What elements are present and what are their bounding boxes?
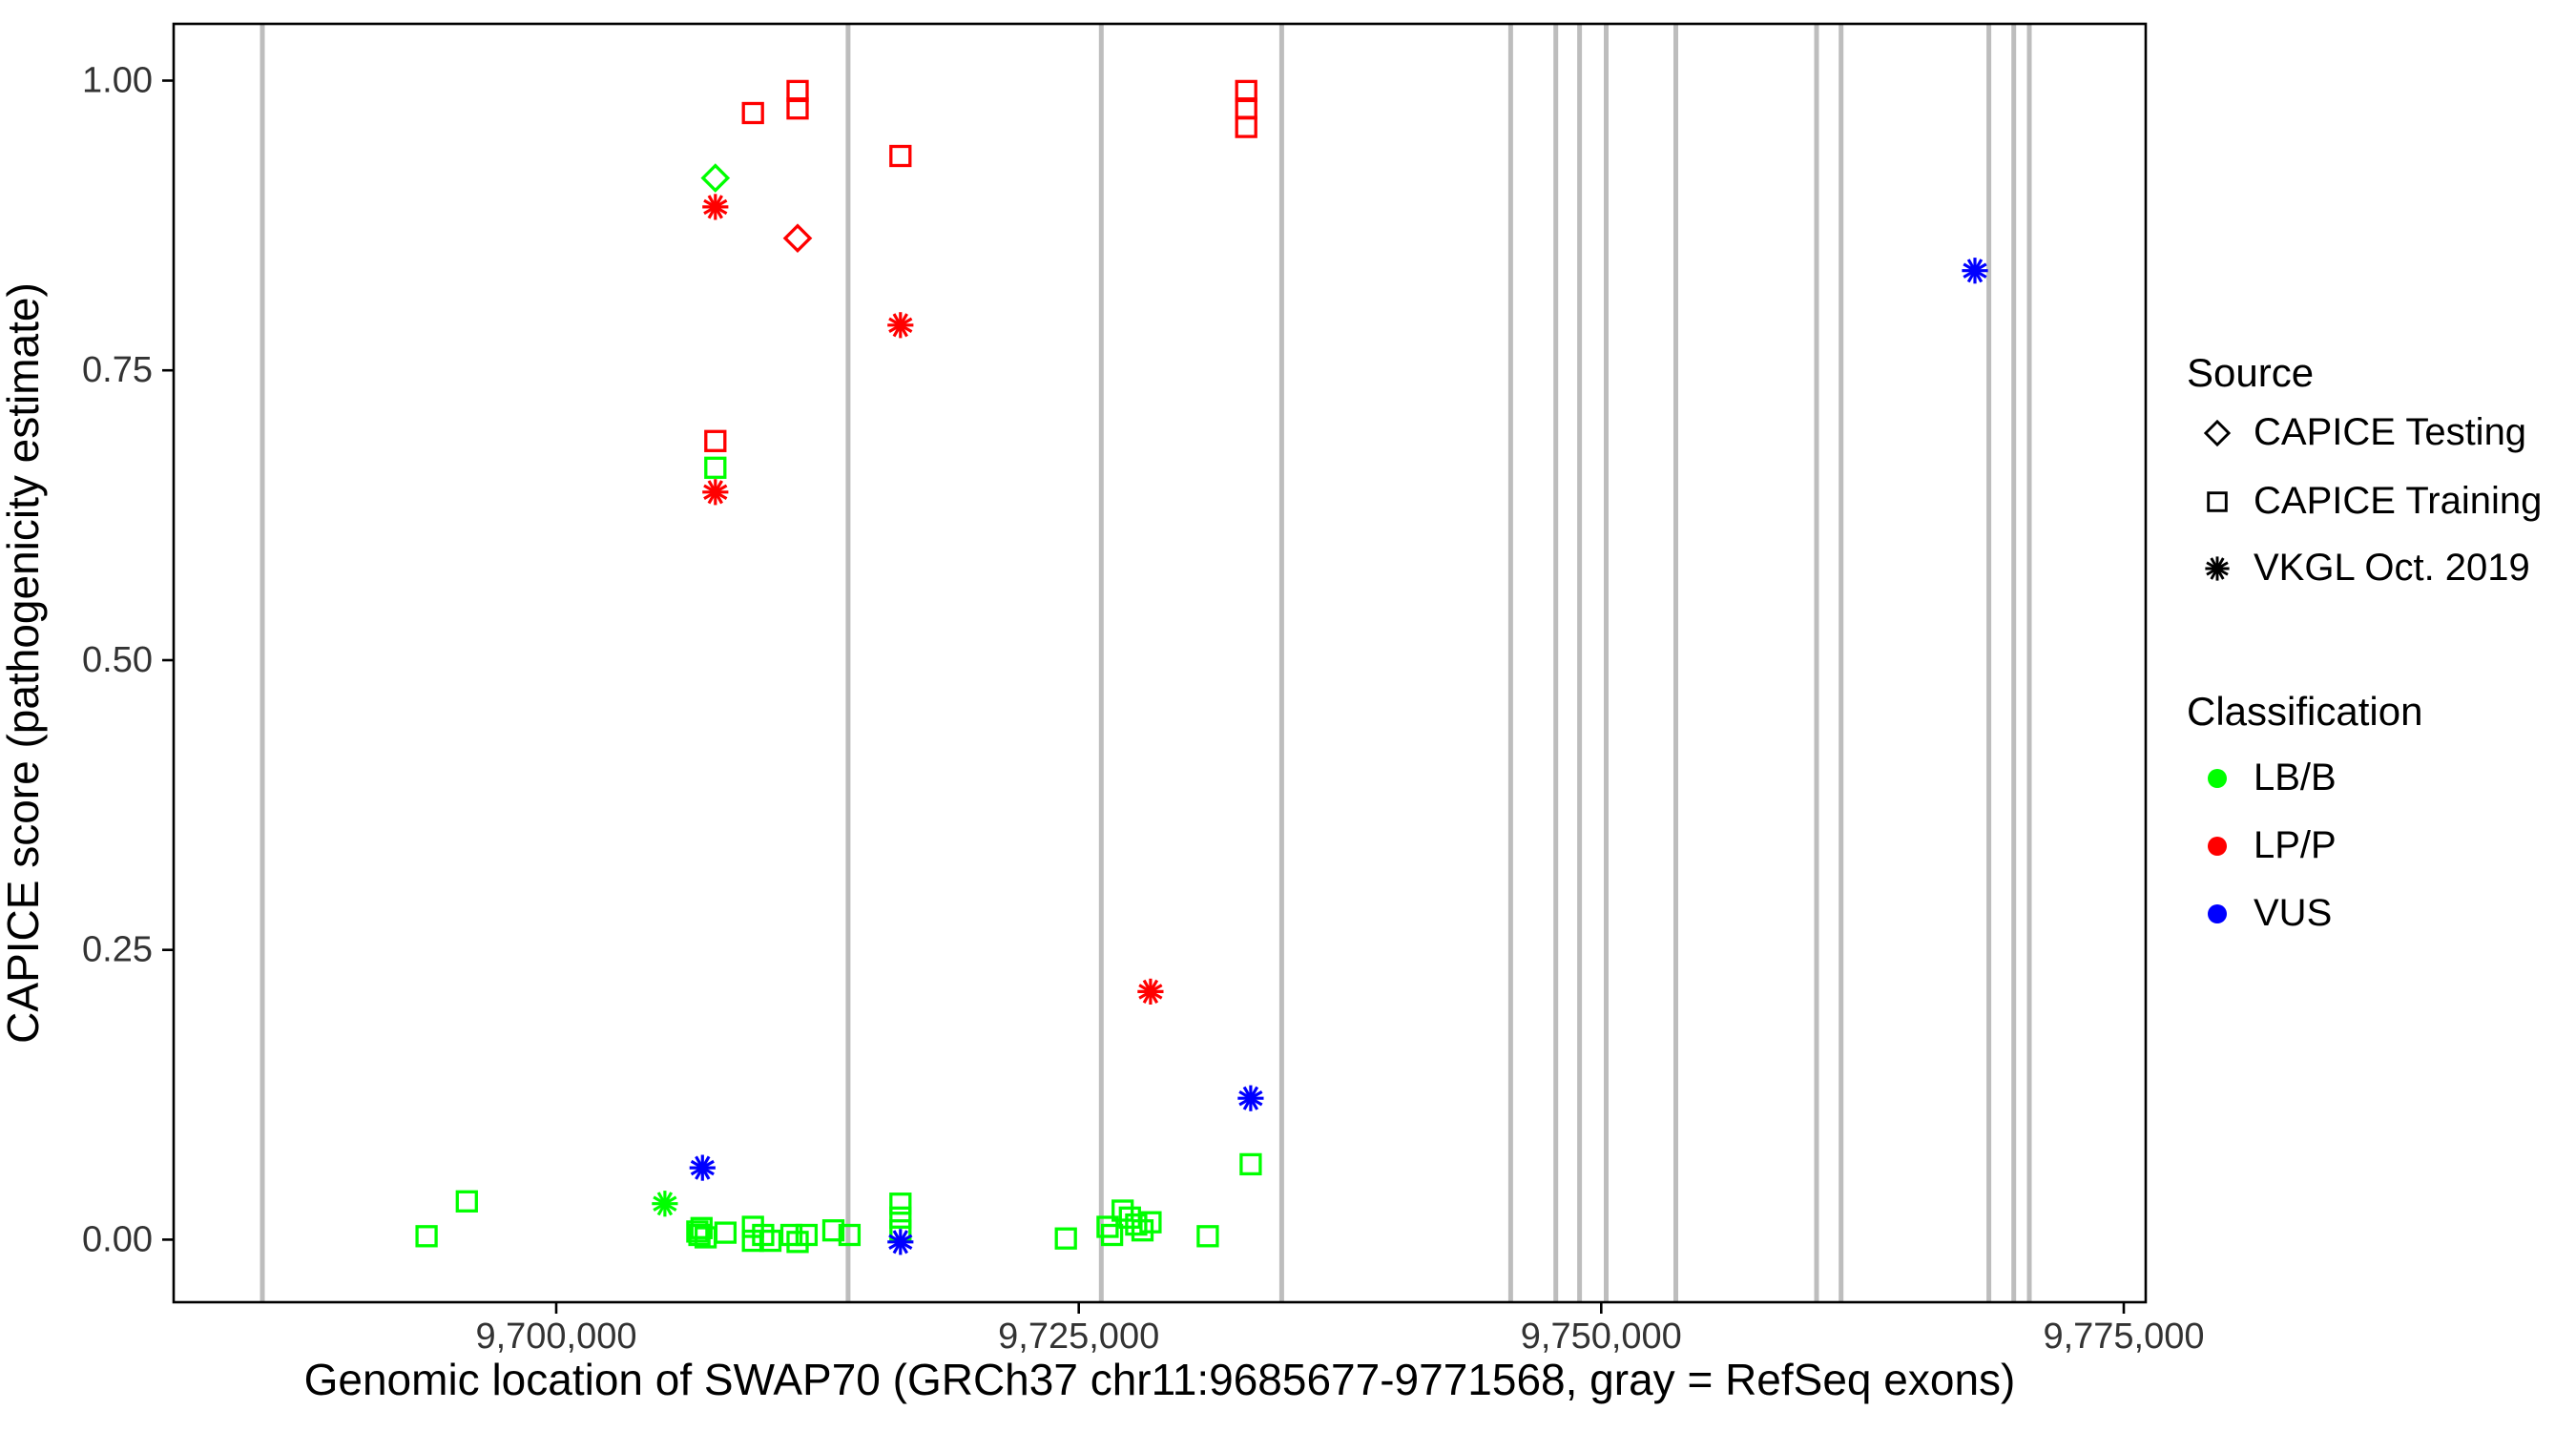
svg-text:9,750,000: 9,750,000: [1521, 1317, 1682, 1357]
svg-text:VUS: VUS: [2254, 892, 2332, 934]
svg-text:0.50: 0.50: [82, 640, 153, 680]
svg-text:LP/P: LP/P: [2254, 824, 2337, 866]
svg-text:0.25: 0.25: [82, 930, 153, 970]
svg-text:CAPICE score (pathogenicity es: CAPICE score (pathogenicity estimate): [0, 282, 48, 1044]
svg-text:9,725,000: 9,725,000: [998, 1317, 1159, 1357]
svg-text:Genomic location of SWAP70 (GR: Genomic location of SWAP70 (GRCh37 chr11…: [304, 1355, 2016, 1404]
svg-text:LB/B: LB/B: [2254, 757, 2337, 798]
svg-text:Source: Source: [2187, 350, 2314, 395]
svg-text:CAPICE Training: CAPICE Training: [2254, 480, 2542, 522]
svg-text:9,700,000: 9,700,000: [475, 1317, 636, 1357]
svg-text:9,775,000: 9,775,000: [2043, 1317, 2204, 1357]
svg-text:0.75: 0.75: [82, 350, 153, 390]
svg-text:1.00: 1.00: [82, 61, 153, 101]
svg-text:VKGL Oct. 2019: VKGL Oct. 2019: [2254, 547, 2530, 589]
svg-text:CAPICE Testing: CAPICE Testing: [2254, 411, 2526, 453]
svg-text:0.00: 0.00: [82, 1219, 153, 1259]
svg-text:Classification: Classification: [2187, 689, 2422, 734]
